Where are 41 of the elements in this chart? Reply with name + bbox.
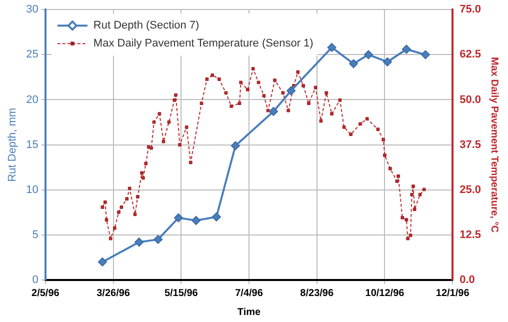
x-tick-label: 8/23/96 [300, 288, 334, 299]
y-tick-label: 0 [32, 274, 38, 286]
point [98, 257, 107, 266]
point [402, 44, 411, 54]
x-tick-label: 7/4/96 [235, 288, 264, 299]
point [349, 59, 358, 68]
x-tick-label: 10/12/96 [365, 288, 405, 299]
x-tick-label: 12/1/96 [436, 288, 470, 299]
point [268, 106, 278, 116]
point [420, 50, 430, 60]
y2-tick-label: 75.0 [460, 4, 482, 16]
y-tick-label: 10 [26, 184, 38, 196]
x-tick-label: 5/15/96 [164, 288, 198, 299]
point [382, 57, 392, 66]
y-tick-label: 30 [26, 4, 38, 16]
legend-label: Max Daily Pavement Temperature (Sensor 1) [93, 38, 314, 50]
y-tick-label: 25 [26, 48, 38, 61]
point [364, 50, 373, 60]
point [212, 212, 221, 222]
y2-tick-label: 25.0 [460, 184, 482, 196]
x-axis-title: Time [237, 306, 262, 318]
legend-label: Rut Depth (Section 7) [93, 20, 200, 32]
y2-tick-label: 62.5 [460, 48, 482, 61]
y-tick-label: 5 [32, 228, 38, 241]
point [154, 234, 163, 244]
y-tick-label: 15 [26, 138, 38, 151]
y2-tick-label: 12.5 [460, 228, 482, 241]
y-axis-title: Rut Depth, mm [6, 108, 19, 182]
y2-axis-title: Max Daily Pavement Temperature, °C [488, 57, 500, 233]
point [192, 216, 201, 226]
point [286, 86, 296, 96]
y2-tick-label: 50.0 [460, 94, 482, 106]
y-tick-label: 20 [26, 94, 38, 106]
point [230, 141, 240, 150]
point [134, 238, 144, 247]
y2-tick-label: 37.5 [460, 138, 482, 151]
y2-tick-label: 0.0 [460, 274, 475, 286]
x-tick-label: 3/26/96 [96, 288, 130, 299]
point [174, 213, 183, 222]
point [327, 42, 336, 52]
x-tick-label: 2/5/96 [32, 288, 60, 299]
